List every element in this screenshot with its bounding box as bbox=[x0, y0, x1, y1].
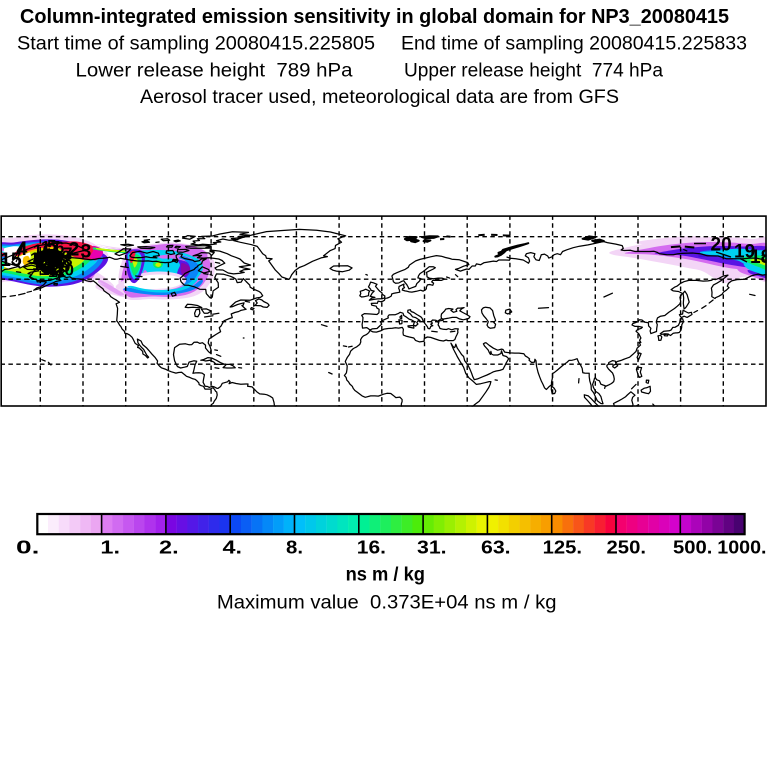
svg-text:Start time of sampling 2008041: Start time of sampling 20080415.225805 bbox=[17, 34, 375, 55]
svg-text:4.: 4. bbox=[223, 537, 243, 558]
svg-text:Lower release height 789 hPa: Lower release height 789 hPa bbox=[76, 61, 353, 82]
svg-text:9: 9 bbox=[61, 257, 70, 276]
svg-text:1000.: 1000. bbox=[717, 537, 766, 558]
svg-text:7: 7 bbox=[63, 244, 72, 263]
svg-text:63.: 63. bbox=[481, 537, 511, 558]
svg-text:18: 18 bbox=[750, 247, 768, 268]
svg-text:2: 2 bbox=[69, 239, 80, 261]
svg-text:Column-integrated emission sen: Column-integrated emission sensitivity i… bbox=[20, 6, 729, 28]
svg-text:500.: 500. bbox=[673, 537, 712, 558]
svg-text:Maximum value 0.373E+04 ns m: Maximum value 0.373E+04 ns m / kg bbox=[217, 593, 557, 614]
svg-text:6: 6 bbox=[55, 238, 64, 257]
svg-text:5: 5 bbox=[47, 237, 56, 256]
svg-text:31.: 31. bbox=[417, 537, 447, 558]
svg-text:8.: 8. bbox=[286, 537, 303, 558]
svg-text:16.: 16. bbox=[357, 537, 386, 558]
svg-text:Upper release height 774 hPa: Upper release height 774 hPa bbox=[404, 61, 663, 82]
svg-text:End time of sampling 20080415.: End time of sampling 20080415.225833 bbox=[401, 34, 747, 55]
svg-text:12: 12 bbox=[40, 260, 59, 279]
svg-text:1.: 1. bbox=[100, 537, 120, 558]
svg-text:20: 20 bbox=[711, 235, 732, 256]
svg-text:17: 17 bbox=[41, 238, 60, 257]
svg-text:2.: 2. bbox=[159, 537, 179, 558]
svg-text:8: 8 bbox=[63, 251, 72, 270]
svg-text:3: 3 bbox=[81, 241, 92, 263]
svg-text:Aerosol tracer used, meteorolo: Aerosol tracer used, meteorological data… bbox=[140, 87, 619, 108]
svg-text:125.: 125. bbox=[543, 537, 582, 558]
svg-text:250.: 250. bbox=[607, 537, 647, 558]
svg-text:0.: 0. bbox=[16, 537, 39, 558]
svg-text:ns m / kg: ns m / kg bbox=[346, 565, 425, 586]
svg-text:19: 19 bbox=[734, 242, 755, 263]
